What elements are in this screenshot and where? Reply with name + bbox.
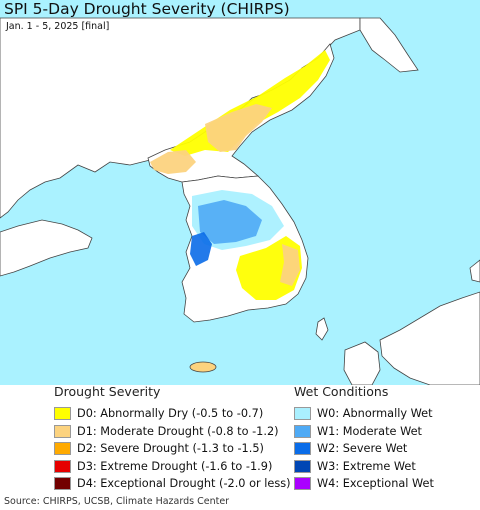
- swatch-w3: [294, 459, 311, 473]
- d1-northwest-region: [150, 150, 196, 174]
- japan-honshu: [379, 291, 480, 386]
- w1-central-region: [198, 200, 262, 244]
- legend-item-d0: D0: Abnormally Dry (-0.5 to -0.7): [54, 405, 291, 423]
- legend-label-d1: D1: Moderate Drought (-0.8 to -1.2): [77, 424, 279, 438]
- d1-north-region: [205, 104, 272, 152]
- drought-legend: Drought Severity D0: Abnormally Dry (-0.…: [54, 384, 291, 493]
- d1-southeast-region: [280, 244, 300, 286]
- swatch-d0: [54, 407, 71, 421]
- legend-item-d4: D4: Exceptional Drought (-2.0 or less): [54, 475, 291, 493]
- wet-legend: Wet Conditions W0: Abnormally Wet W1: Mo…: [294, 384, 434, 493]
- legend-item-w3: W3: Extreme Wet: [294, 458, 434, 476]
- legend-label-d2: D2: Severe Drought (-1.3 to -1.5): [77, 442, 264, 456]
- swatch-d1: [54, 424, 71, 438]
- map-title: SPI 5-Day Drought Severity (CHIRPS): [4, 0, 290, 18]
- wet-legend-items: W0: Abnormally Wet W1: Moderate Wet W2: …: [294, 405, 434, 493]
- swatch-w4: [294, 477, 311, 491]
- legend-label-d4: D4: Exceptional Drought (-2.0 or less): [77, 477, 291, 491]
- swatch-w1: [294, 424, 311, 438]
- japan-north: [469, 259, 480, 283]
- swatch-w2: [294, 442, 311, 456]
- legend-label-w4: W4: Exceptional Wet: [317, 477, 434, 491]
- legend-label-d0: D0: Abnormally Dry (-0.5 to -0.7): [77, 407, 264, 421]
- swatch-d4: [54, 477, 71, 491]
- legend-label-d3: D3: Extreme Drought (-1.6 to -1.9): [77, 459, 273, 473]
- drought-legend-title: Drought Severity: [54, 384, 161, 399]
- legend-label-w2: W2: Severe Wet: [317, 442, 408, 456]
- legend-item-d2: D2: Severe Drought (-1.3 to -1.5): [54, 440, 291, 458]
- legend-item-d1: D1: Moderate Drought (-0.8 to -1.2): [54, 423, 291, 441]
- drought-legend-items: D0: Abnormally Dry (-0.5 to -0.7) D1: Mo…: [54, 405, 291, 493]
- swatch-d3: [54, 459, 71, 473]
- legend-item-w1: W1: Moderate Wet: [294, 423, 434, 441]
- map-subtitle: Jan. 1 - 5, 2025 [final]: [6, 21, 110, 32]
- source-credit: Source: CHIRPS, UCSB, Climate Hazards Ce…: [4, 496, 230, 507]
- shandong-peninsula: [0, 219, 93, 277]
- legend-label-w3: W3: Extreme Wet: [317, 459, 416, 473]
- tsushima-island: [315, 317, 329, 341]
- jeju-island: [189, 361, 217, 373]
- swatch-w0: [294, 407, 311, 421]
- russia-landmass: [359, 17, 419, 73]
- legend-item-w4: W4: Exceptional Wet: [294, 475, 434, 493]
- legend-label-w1: W1: Moderate Wet: [317, 424, 422, 438]
- japan-kyushu: [343, 341, 381, 386]
- legend-panel: [0, 385, 480, 510]
- legend-item-w0: W0: Abnormally Wet: [294, 405, 434, 423]
- swatch-d2: [54, 442, 71, 456]
- legend-item-d3: D3: Extreme Drought (-1.6 to -1.9): [54, 458, 291, 476]
- legend-label-w0: W0: Abnormally Wet: [317, 407, 433, 421]
- legend-item-w2: W2: Severe Wet: [294, 440, 434, 458]
- wet-legend-title: Wet Conditions: [294, 384, 389, 399]
- w2-coastal-region: [190, 232, 212, 266]
